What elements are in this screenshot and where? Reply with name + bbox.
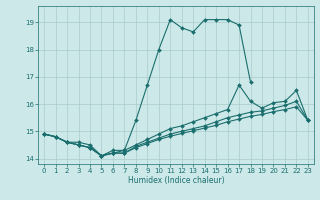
X-axis label: Humidex (Indice chaleur): Humidex (Indice chaleur) — [128, 176, 224, 185]
